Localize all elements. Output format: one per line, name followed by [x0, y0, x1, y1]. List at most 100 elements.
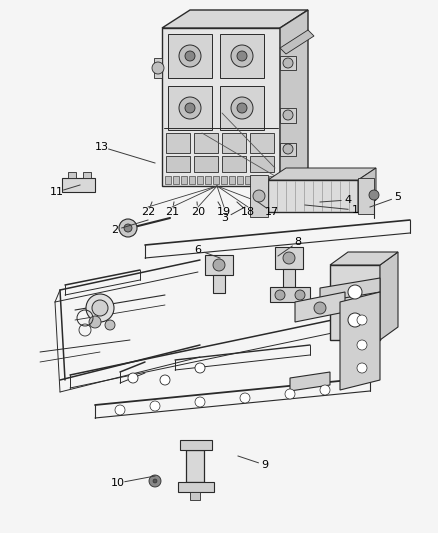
Polygon shape [380, 252, 398, 340]
Circle shape [185, 51, 195, 61]
Circle shape [213, 259, 225, 271]
Circle shape [231, 97, 253, 119]
Polygon shape [162, 10, 308, 28]
Circle shape [92, 300, 108, 316]
Polygon shape [205, 255, 233, 275]
Polygon shape [280, 56, 296, 70]
Polygon shape [280, 10, 308, 186]
Text: 19: 19 [217, 207, 231, 217]
Polygon shape [205, 176, 211, 184]
Polygon shape [237, 176, 243, 184]
Text: 18: 18 [241, 207, 255, 217]
Polygon shape [269, 176, 275, 184]
Circle shape [185, 103, 195, 113]
Circle shape [195, 363, 205, 373]
Circle shape [357, 315, 367, 325]
Polygon shape [68, 172, 76, 178]
Circle shape [153, 479, 157, 483]
Polygon shape [189, 176, 195, 184]
Polygon shape [283, 269, 295, 287]
Circle shape [231, 45, 253, 67]
Polygon shape [358, 178, 374, 214]
Polygon shape [250, 156, 274, 172]
Circle shape [283, 144, 293, 154]
Text: 8: 8 [294, 237, 301, 247]
Circle shape [369, 190, 379, 200]
Circle shape [119, 219, 137, 237]
Polygon shape [245, 176, 251, 184]
Polygon shape [220, 34, 264, 78]
Circle shape [149, 475, 161, 487]
Polygon shape [168, 86, 212, 130]
Circle shape [320, 385, 330, 395]
Polygon shape [197, 176, 203, 184]
Polygon shape [320, 278, 380, 302]
Polygon shape [173, 176, 179, 184]
Polygon shape [194, 156, 218, 172]
Polygon shape [270, 287, 310, 302]
Polygon shape [178, 482, 214, 492]
Polygon shape [194, 133, 218, 153]
Circle shape [253, 190, 265, 202]
Polygon shape [275, 247, 303, 269]
Polygon shape [280, 30, 314, 54]
Circle shape [128, 373, 138, 383]
Polygon shape [340, 292, 380, 390]
Circle shape [89, 316, 101, 328]
Circle shape [86, 294, 114, 322]
Text: 2: 2 [111, 225, 119, 235]
Circle shape [105, 320, 115, 330]
Circle shape [240, 393, 250, 403]
Circle shape [348, 285, 362, 299]
Text: 1: 1 [352, 205, 358, 215]
Circle shape [124, 224, 132, 232]
Polygon shape [268, 180, 358, 212]
Polygon shape [330, 265, 380, 340]
Polygon shape [261, 176, 267, 184]
Circle shape [160, 375, 170, 385]
Polygon shape [83, 172, 91, 178]
Polygon shape [221, 176, 227, 184]
Circle shape [179, 45, 201, 67]
Polygon shape [62, 178, 95, 192]
Circle shape [179, 97, 201, 119]
Polygon shape [250, 133, 274, 153]
Text: 17: 17 [265, 207, 279, 217]
Circle shape [152, 62, 164, 74]
Circle shape [195, 397, 205, 407]
Polygon shape [168, 34, 212, 78]
Polygon shape [186, 450, 204, 482]
Circle shape [283, 110, 293, 120]
Polygon shape [290, 372, 330, 391]
Circle shape [283, 252, 295, 264]
Polygon shape [213, 275, 225, 293]
Text: 4: 4 [344, 195, 352, 205]
Text: 22: 22 [141, 207, 155, 217]
Circle shape [314, 302, 326, 314]
Polygon shape [180, 440, 212, 450]
Polygon shape [222, 133, 246, 153]
Circle shape [115, 405, 125, 415]
Polygon shape [220, 86, 264, 130]
Polygon shape [229, 176, 235, 184]
Polygon shape [190, 492, 200, 500]
Polygon shape [295, 292, 345, 322]
Polygon shape [253, 176, 259, 184]
Polygon shape [166, 156, 190, 172]
Polygon shape [358, 168, 376, 212]
Polygon shape [166, 133, 190, 153]
Text: 5: 5 [395, 192, 402, 202]
Circle shape [283, 58, 293, 68]
Circle shape [295, 290, 305, 300]
Polygon shape [213, 176, 219, 184]
Polygon shape [165, 176, 171, 184]
Polygon shape [250, 175, 268, 217]
Circle shape [237, 103, 247, 113]
Text: 20: 20 [191, 207, 205, 217]
Circle shape [357, 363, 367, 373]
Polygon shape [222, 156, 246, 172]
Text: 9: 9 [261, 460, 268, 470]
Polygon shape [162, 28, 280, 186]
Text: 11: 11 [50, 187, 64, 197]
Text: 21: 21 [165, 207, 179, 217]
